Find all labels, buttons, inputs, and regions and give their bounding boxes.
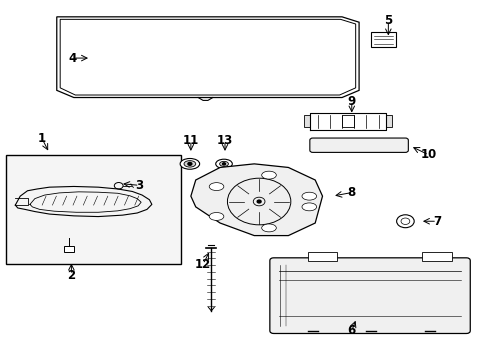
Ellipse shape xyxy=(261,171,276,179)
Text: 9: 9 xyxy=(347,95,355,108)
Text: 13: 13 xyxy=(216,134,233,147)
Text: 11: 11 xyxy=(183,134,199,147)
Bar xyxy=(385,116,391,127)
Ellipse shape xyxy=(302,203,316,211)
Polygon shape xyxy=(190,164,322,235)
Ellipse shape xyxy=(183,161,195,167)
Ellipse shape xyxy=(180,158,199,169)
Text: 12: 12 xyxy=(195,258,211,271)
Circle shape xyxy=(187,162,191,165)
Bar xyxy=(370,32,395,47)
Circle shape xyxy=(222,163,225,165)
Text: 2: 2 xyxy=(67,269,75,282)
Bar xyxy=(342,116,353,127)
Ellipse shape xyxy=(215,159,232,168)
Ellipse shape xyxy=(209,212,224,220)
Bar xyxy=(307,252,336,261)
Ellipse shape xyxy=(209,183,224,190)
Bar xyxy=(5,155,181,264)
Text: 8: 8 xyxy=(347,186,355,199)
Circle shape xyxy=(257,200,261,203)
Text: 10: 10 xyxy=(420,148,436,161)
Bar xyxy=(422,252,451,261)
Ellipse shape xyxy=(219,161,228,166)
Ellipse shape xyxy=(261,224,276,232)
Text: 4: 4 xyxy=(69,51,77,64)
FancyBboxPatch shape xyxy=(309,138,407,152)
Text: 1: 1 xyxy=(38,132,46,145)
Bar xyxy=(64,246,74,252)
FancyBboxPatch shape xyxy=(269,258,469,333)
Text: 7: 7 xyxy=(432,215,440,228)
Bar xyxy=(304,116,310,127)
Ellipse shape xyxy=(302,192,316,200)
Text: 5: 5 xyxy=(384,14,392,27)
Text: 6: 6 xyxy=(347,324,355,337)
Text: 3: 3 xyxy=(135,179,143,192)
